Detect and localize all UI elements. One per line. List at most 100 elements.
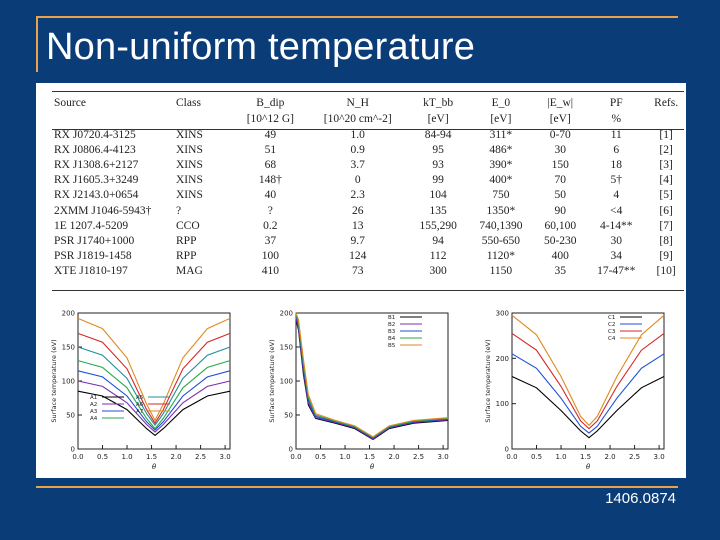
table-cell	[52, 111, 174, 127]
table-cell: 100	[261, 250, 279, 263]
series-line-a7	[77, 317, 231, 422]
table-cell	[646, 111, 686, 127]
legend-label: C1	[608, 315, 615, 321]
table-cell: XINS	[176, 128, 203, 141]
table-cell: 4-14**	[599, 219, 633, 232]
table-cell: ?	[267, 204, 273, 217]
table-cell: 40	[264, 189, 277, 202]
y-tick-label: 50	[66, 412, 75, 420]
x-tick-label: 2.0	[170, 453, 181, 461]
table-cell: RPP	[176, 234, 197, 247]
table-cell: [6]	[659, 204, 673, 217]
table-cell: 26	[351, 204, 364, 217]
table-cell: E_0	[491, 97, 511, 109]
table-cell: 60,100	[544, 219, 577, 232]
x-tick-label: 2.0	[604, 453, 615, 461]
legend-label: A3	[90, 409, 98, 415]
table-cell: <4	[610, 204, 623, 217]
table-cell: 17-47**	[597, 265, 636, 278]
legend-label: B3	[388, 329, 396, 335]
table-cell: XINS	[176, 158, 203, 171]
table-row: RX J0720.4-3125 XINS 49 1.0 84-94 311* 0-70 11 […	[52, 127, 686, 142]
legend-label: A4	[90, 416, 98, 422]
x-tick-label: 0.0	[72, 453, 83, 461]
x-tick-label: 3.0	[438, 453, 449, 461]
y-tick-label: 200	[62, 310, 75, 318]
chart-3: 0.0 0.5 1.0 1.5 2.0 2.5 3.0 0 100 200 300 θ Surface …	[484, 310, 665, 472]
table-cell: 50-230	[543, 234, 577, 247]
x-tick-label: 0.5	[531, 453, 542, 461]
y-tick-label: 100	[496, 400, 509, 408]
table-cell: 550-650	[481, 234, 521, 247]
chart-1: 0.0 0.5 1.0 1.5 2.0 2.5 3.0 0 50 100 150 200 θ Surfac…	[50, 310, 231, 472]
table-cell: CCO	[176, 219, 200, 232]
table-cell: 390*	[489, 158, 513, 171]
table-cell: XINS	[176, 143, 203, 156]
y-axis-label: Surface temperature (eV)	[268, 339, 276, 422]
table-row: PSR J1819-1458 RPP 100 124 112 1120* 400 34 [9]	[52, 249, 686, 264]
legend-label: B4	[388, 336, 396, 342]
table-cell: RPP	[176, 250, 197, 263]
table-cell: XINS	[176, 174, 203, 187]
table-row: 1E 1207.4-5209 CCO 0.2 13 155,290 740,1390 60,…	[52, 218, 686, 233]
table-cell: 0	[354, 174, 361, 187]
x-tick-label: 1.0	[121, 453, 132, 461]
table-cell: 50	[554, 189, 567, 202]
table-cell: 150	[551, 158, 569, 171]
series-line-b5	[295, 312, 449, 438]
y-axis-label: Surface temperature (eV)	[484, 339, 492, 422]
table-cell: 148†	[258, 174, 282, 187]
x-tick-label: 1.0	[555, 453, 566, 461]
arxiv-reference: 1406.0874	[605, 490, 676, 507]
table-header-rule	[52, 129, 684, 130]
table-cell: 104	[429, 189, 447, 202]
legend-label: A5	[136, 395, 144, 401]
table-cell: [10]	[656, 265, 676, 278]
table-cell: [eV]	[490, 113, 512, 125]
table-cell: RX J1605.3+3249	[54, 174, 139, 187]
table-cell: 124	[349, 250, 367, 263]
x-tick-label: 1.0	[339, 453, 350, 461]
table-cell: 486*	[489, 143, 513, 156]
table-cell: 49	[264, 128, 277, 141]
table-cell: 2.3	[350, 189, 365, 202]
table-grid: Source Class B_dip N_H kT_bb E_0 |E_w| PF Refs. […	[52, 95, 686, 279]
series-line-a6	[77, 332, 231, 425]
x-tick-label: 0.0	[290, 453, 301, 461]
table-row: XTE J1810-197 MAG 410 73 300 1150 35 17-47** [10…	[52, 264, 686, 279]
plot-frame	[295, 312, 449, 450]
table-cell: %	[611, 113, 622, 125]
bottom-accent-rule	[36, 486, 678, 488]
table-cell: 0-70	[549, 128, 571, 141]
x-tick-label: 3.0	[220, 453, 231, 461]
legend-label: A7	[136, 409, 144, 415]
chart-2: 0.0 0.5 1.0 1.5 2.0 2.5 3.0 0 50 100 150 200 θ Surfac…	[268, 310, 449, 472]
table-cell: 73	[351, 265, 364, 278]
table-cell: 311*	[489, 128, 513, 141]
table-row: RX J0806.4-4123 XINS 51 0.9 95 486* 30 6 [2]	[52, 142, 686, 157]
table-cell: 0.9	[350, 143, 365, 156]
table-row: 2XMM J1046-5943†?? 26 135 1350* 90 <4 [6]	[52, 203, 686, 218]
x-axis-label: θ	[152, 463, 157, 471]
table-cell: RX J0720.4-3125	[54, 128, 136, 141]
y-tick-label: 150	[280, 344, 293, 352]
table-cell: 4	[613, 189, 620, 202]
y-tick-label: 150	[62, 344, 75, 352]
y-axis-label: Surface temperature (eV)	[50, 339, 58, 422]
x-tick-label: 1.5	[364, 453, 375, 461]
table-top-rule	[52, 91, 684, 92]
x-tick-label: 2.5	[195, 453, 206, 461]
table-cell: 94	[432, 234, 444, 247]
table-cell: 6	[613, 143, 620, 156]
table-cell: 1120*	[486, 250, 516, 263]
legend-label: A6	[136, 402, 144, 408]
y-tick-label: 0	[289, 446, 293, 454]
table-cell	[174, 111, 234, 127]
table-cell: 112	[429, 250, 447, 263]
table-cell: 9.7	[350, 234, 365, 247]
x-tick-label: 2.0	[388, 453, 399, 461]
legend-label: C2	[608, 322, 615, 328]
plot-frame	[77, 312, 231, 450]
table-cell: XTE J1810-197	[54, 265, 128, 278]
table-cell: 11	[610, 128, 622, 141]
